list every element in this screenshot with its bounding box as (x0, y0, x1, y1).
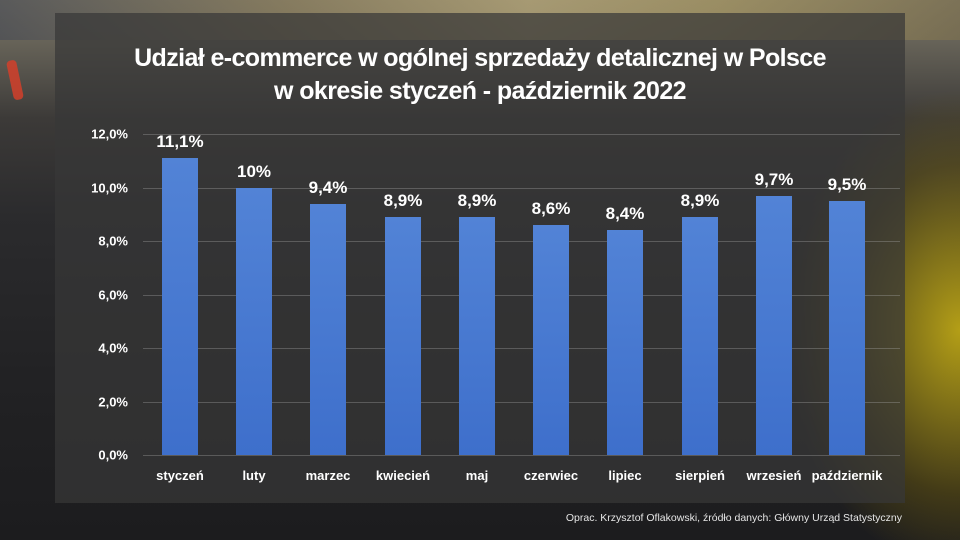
gridline (143, 401, 900, 403)
chart-title-line2: w okresie styczeń - październik 2022 (274, 77, 687, 105)
gridline (143, 241, 900, 242)
bar-sierpień (682, 216, 718, 455)
bar-październik (829, 200, 865, 455)
bar-value-label: 9,4% (308, 177, 348, 197)
x-axis-label: czerwiec (523, 468, 579, 483)
gridline (143, 187, 900, 189)
bar-marzec (310, 203, 346, 455)
bar-value-label: 8,9% (680, 190, 720, 210)
gridline (143, 455, 900, 456)
gridline (143, 294, 900, 296)
bar-kwiecień (385, 216, 421, 455)
gridline (143, 134, 900, 135)
bar-value-label: 10% (236, 161, 272, 181)
chart-title-line1: Udział e-commerce w ogólnej sprzedaży de… (134, 44, 826, 72)
bar-value-label: 11,1% (156, 132, 204, 152)
y-tick-label: 8,0% (98, 233, 128, 249)
y-tick-label: 12,0% (91, 126, 128, 142)
x-axis-label: maj (465, 468, 489, 483)
bar-value-label: 8,6% (531, 198, 571, 218)
x-axis-label: styczeń (156, 468, 204, 483)
bar-value-label: 9,5% (827, 174, 867, 194)
bar-value-label: 8,9% (457, 190, 497, 210)
bar-czerwiec (533, 224, 569, 455)
x-axis-label: sierpień (675, 468, 725, 483)
y-tick-label: 10,0% (91, 180, 128, 195)
bar-wrzesień (756, 195, 792, 455)
bar-maj (459, 216, 495, 455)
bar-value-label: 9,7% (754, 169, 794, 189)
bar-value-label: 8,4% (605, 204, 645, 224)
source-note: Oprac. Krzysztof Oflakowski, źródło dany… (565, 512, 902, 524)
x-axis-label: luty (242, 468, 266, 483)
y-tick-label: 2,0% (98, 394, 128, 409)
bar-value-label: 8,9% (383, 190, 423, 210)
x-axis-label: lipiec (608, 468, 642, 483)
bar-styczeń (162, 158, 198, 455)
bar-lipiec (607, 230, 643, 455)
x-axis-label: październik (811, 468, 883, 483)
x-axis-label: marzec (305, 468, 351, 483)
x-axis-label: kwiecień (375, 468, 431, 483)
x-axis-label: wrzesień (746, 468, 802, 483)
chart-title: Udział e-commerce w ogólnej sprzedaży de… (55, 42, 905, 108)
y-tick-label: 0,0% (98, 447, 128, 463)
y-tick-label: 4,0% (98, 340, 128, 356)
gridline (143, 348, 900, 349)
y-tick-label: 6,0% (98, 287, 128, 302)
bar-luty (236, 187, 272, 455)
